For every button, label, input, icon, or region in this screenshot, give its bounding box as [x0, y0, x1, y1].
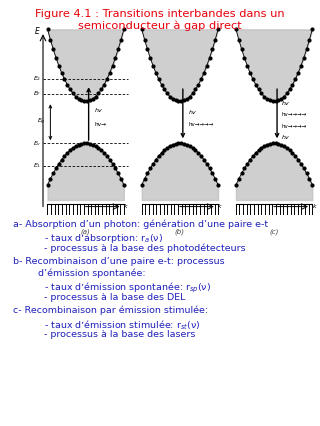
Text: - processus à la base des photodétecteurs: - processus à la base des photodétecteur… — [29, 244, 245, 253]
Text: - taux d’émission spontanée: r$_{sp}$(ν): - taux d’émission spontanée: r$_{sp}$(ν) — [29, 281, 211, 295]
Text: hv→→→→: hv→→→→ — [282, 124, 307, 129]
Text: Figure 4.1 : Transitions interbandes dans un: Figure 4.1 : Transitions interbandes dan… — [35, 9, 285, 19]
Text: - processus à la base des DEL: - processus à la base des DEL — [29, 293, 185, 302]
Text: $E_g$: $E_g$ — [37, 117, 46, 127]
Text: hv: hv — [282, 101, 289, 106]
Text: hv: hv — [282, 135, 289, 140]
Text: k: k — [124, 204, 128, 209]
Text: k: k — [218, 204, 222, 209]
Text: (b): (b) — [175, 228, 185, 235]
Text: a- Absorption d’un photon: génération d’une paire e-t: a- Absorption d’un photon: génération d’… — [13, 219, 268, 229]
Text: - processus à la base des lasers: - processus à la base des lasers — [29, 330, 195, 339]
Text: hv→: hv→ — [94, 122, 107, 127]
Text: hv: hv — [189, 110, 196, 115]
Text: hv→→→→: hv→→→→ — [282, 112, 307, 117]
Text: - taux d’absorption: r$_a$(ν): - taux d’absorption: r$_a$(ν) — [29, 232, 163, 245]
Text: $E_1$: $E_1$ — [33, 161, 42, 170]
Text: $E_F$: $E_F$ — [33, 89, 42, 98]
Text: $E_2$: $E_2$ — [33, 74, 42, 83]
Text: semiconducteur à gap direct: semiconducteur à gap direct — [78, 20, 242, 31]
Text: $E_v$: $E_v$ — [33, 138, 42, 147]
Text: hv: hv — [94, 108, 102, 113]
Text: b- Recombinaison d’une paire e-t: processus: b- Recombinaison d’une paire e-t: proces… — [13, 257, 224, 266]
Text: hv→→→→: hv→→→→ — [189, 122, 214, 127]
Text: - taux d’émission stimulée: r$_{st}$(ν): - taux d’émission stimulée: r$_{st}$(ν) — [29, 318, 200, 332]
Text: c- Recombinaison par émission stimulée:: c- Recombinaison par émission stimulée: — [13, 305, 208, 315]
Text: E: E — [35, 27, 40, 37]
Text: d’émission spontanée:: d’émission spontanée: — [29, 268, 145, 278]
Text: k: k — [312, 204, 316, 209]
Text: (c): (c) — [269, 228, 279, 235]
Text: (a): (a) — [81, 228, 91, 235]
